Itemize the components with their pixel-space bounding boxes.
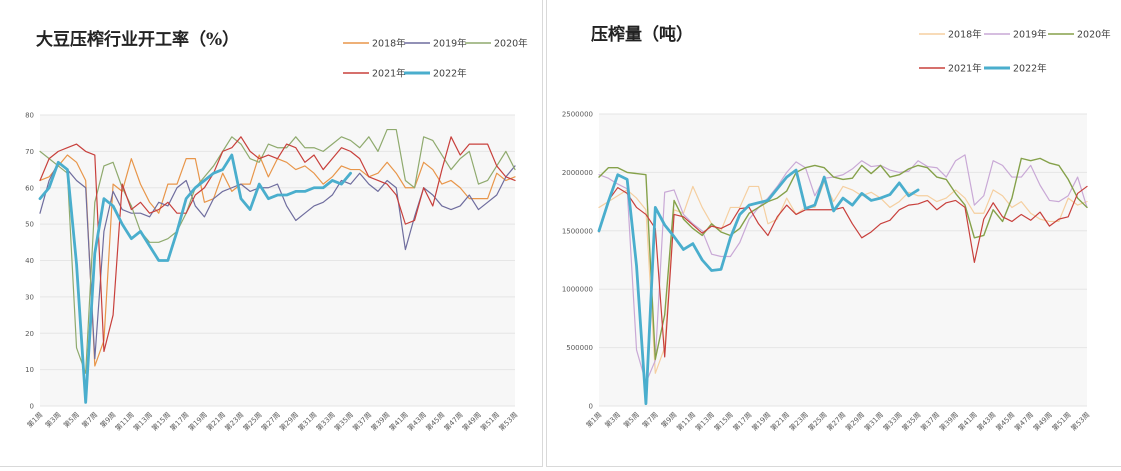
y-tick-label: 0 <box>30 403 34 411</box>
series-line-2022年 <box>38 153 352 404</box>
x-tick-label: 第35周 <box>332 410 355 433</box>
x-tick-label: 第23周 <box>223 410 246 433</box>
crush-volume-chart: 压榨量（吨） 0 500000 1000000 1500000 2000000 25000… <box>562 24 1111 433</box>
x-tick-label: 第35周 <box>900 410 923 433</box>
x-tick-label: 第39周 <box>369 410 392 433</box>
series-line-2020年 <box>598 157 1088 360</box>
x-tick-label: 第1周 <box>25 410 44 429</box>
y-tick-label: 70 <box>25 148 34 156</box>
legend-label: 2020年 <box>1077 29 1111 41</box>
x-tick-label: 第33周 <box>881 410 904 433</box>
x-tick-label: 第49周 <box>1031 410 1054 433</box>
legend-label: 2018年 <box>372 38 406 50</box>
capacity-rate-chart-panel: 大豆压榨行业开工率（%） 0 10 20 30 40 50 60 70 80 第1周 第3周 第5周第… <box>0 0 543 467</box>
legend-label: 2019年 <box>1013 29 1047 41</box>
plot-area <box>599 114 1087 406</box>
y-tick-label: 2000000 <box>562 169 593 177</box>
x-tick-label: 第29周 <box>278 410 301 433</box>
x-tick-label: 第49周 <box>460 410 483 433</box>
series-line-2022年 <box>597 168 920 406</box>
x-tick-label: 第25周 <box>241 410 264 433</box>
x-tick-label: 第5周 <box>622 410 641 429</box>
legend-label: 2021年 <box>372 68 406 80</box>
y-tick-label: 80 <box>25 112 34 120</box>
x-tick-label: 第43周 <box>405 410 428 433</box>
x-tick-label: 第19周 <box>750 410 773 433</box>
x-tick-label: 第45周 <box>424 410 447 433</box>
y-tick-label: 10 <box>25 366 34 374</box>
x-tick-label: 第7周 <box>80 410 99 429</box>
x-tick-label: 第37周 <box>351 410 374 433</box>
series-line-2019年 <box>598 154 1088 384</box>
legend-label: 2022年 <box>433 68 467 80</box>
x-tick-label: 第15周 <box>150 410 173 433</box>
y-tick-label: 50 <box>25 221 34 229</box>
x-tick-label: 第47周 <box>442 410 465 433</box>
x-tick-label: 第43周 <box>975 410 998 433</box>
legend-label: 2019年 <box>433 38 467 50</box>
series-line-2021年 <box>39 136 516 353</box>
x-tick-label: 第33周 <box>314 410 337 433</box>
x-tick-label: 第5周 <box>62 410 81 429</box>
y-tick-label: 20 <box>25 330 34 338</box>
x-tick-label: 第7周 <box>640 410 659 429</box>
x-tick-label: 第13周 <box>693 410 716 433</box>
x-tick-label: 第3周 <box>43 410 62 429</box>
x-tick-label: 第37周 <box>919 410 942 433</box>
x-tick-label: 第19周 <box>186 410 209 433</box>
y-tick-label: 30 <box>25 293 34 301</box>
series-line-2021年 <box>598 185 1088 358</box>
x-tick-label: 第17周 <box>731 410 754 433</box>
x-tick-label: 第27周 <box>259 410 282 433</box>
y-tick-label: 500000 <box>566 344 593 352</box>
legend-label: 2021年 <box>948 63 982 75</box>
x-tick-label: 第11周 <box>675 410 698 433</box>
x-tick-label: 第25周 <box>806 410 829 433</box>
chart-title: 压榨量（吨） <box>591 24 693 45</box>
x-tick-label: 第45周 <box>994 410 1017 433</box>
x-tick-label: 第53周 <box>1069 410 1092 433</box>
legend: 2018年 2019年 2020年 2021年 2022年 <box>919 29 1111 75</box>
x-tick-label: 第13周 <box>131 410 154 433</box>
x-tick-label: 第21周 <box>769 410 792 433</box>
x-tick-label: 第41周 <box>387 410 410 433</box>
x-tick-label: 第3周 <box>603 410 622 429</box>
capacity-rate-chart: 大豆压榨行业开工率（%） 01020304050607080第1周 第3周 第5周第… <box>25 29 528 433</box>
x-tick-label: 第15周 <box>712 410 735 433</box>
crush-volume-chart-panel: 压榨量（吨） 0 500000 1000000 1500000 2000000 25000… <box>546 0 1121 467</box>
legend-label: 2018年 <box>948 29 982 41</box>
x-tick-label: 第47周 <box>1013 410 1036 433</box>
x-tick-label: 第1周 <box>584 410 603 429</box>
y-tick-label: 0 <box>589 403 593 411</box>
x-tick-label: 第41周 <box>956 410 979 433</box>
x-tick-label: 第53周 <box>497 410 520 433</box>
y-tick-label: 2500000 <box>562 111 593 119</box>
x-tick-label: 第39周 <box>937 410 960 433</box>
x-tick-label: 第29周 <box>844 410 867 433</box>
x-tick-label: 第21周 <box>205 410 228 433</box>
x-tick-label: 第51周 <box>1050 410 1073 433</box>
y-tick-label: 1000000 <box>562 286 593 294</box>
x-tick-label: 第17周 <box>168 410 191 433</box>
chart-title: 大豆压榨行业开工率（%） <box>36 29 239 50</box>
x-tick-label: 第23周 <box>787 410 810 433</box>
y-tick-label: 1500000 <box>562 227 593 235</box>
x-tick-label: 第11周 <box>113 410 136 433</box>
y-tick-label: 60 <box>25 184 34 192</box>
legend-label: 2022年 <box>1013 63 1047 75</box>
x-tick-label: 第31周 <box>296 410 319 433</box>
x-tick-label: 第51周 <box>479 410 502 433</box>
x-tick-label: 第31周 <box>862 410 885 433</box>
x-tick-label: 第27周 <box>825 410 848 433</box>
legend-label: 2020年 <box>494 38 528 50</box>
legend: 2018年 2019年 2020年 2021年 2022年 <box>343 38 528 80</box>
series-line-2020年 <box>39 128 516 374</box>
y-tick-label: 40 <box>25 257 34 265</box>
series-line-2019年 <box>39 161 516 360</box>
